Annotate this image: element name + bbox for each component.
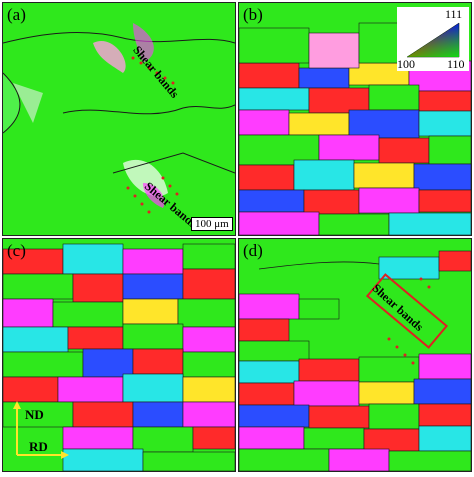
shear-band-box bbox=[365, 273, 449, 349]
ebsd-map-b bbox=[239, 3, 471, 235]
panel-d: (d) Shear bands bbox=[238, 238, 472, 472]
ipf-triangle-icon bbox=[406, 22, 460, 58]
panel-label-a: (a) bbox=[7, 5, 26, 24]
panel-label-c: (c) bbox=[7, 241, 26, 260]
panel-label-d: (d) bbox=[243, 241, 263, 260]
legend-100: 100 bbox=[397, 57, 415, 71]
shear-band-dots-a bbox=[126, 56, 179, 214]
ipf-legend: 111 100 110 bbox=[397, 7, 469, 71]
ebsd-map-d bbox=[239, 239, 471, 471]
ebsd-map-c bbox=[3, 239, 235, 471]
shear-band-dots-d bbox=[387, 277, 431, 365]
panel-c: (c) ND RD bbox=[2, 238, 236, 472]
legend-110: 110 bbox=[447, 57, 465, 71]
axis-label-rd: RD bbox=[29, 439, 48, 454]
panel-a: (a) Shear bands Shear bands 100 μm bbox=[2, 2, 236, 236]
ebsd-map-a bbox=[3, 3, 235, 235]
axis-label-nd: ND bbox=[25, 407, 44, 422]
panel-label-b: (b) bbox=[243, 5, 263, 24]
legend-111: 111 bbox=[445, 7, 463, 21]
axis-arrows bbox=[13, 401, 69, 459]
panel-b: (b) 111 100 110 bbox=[238, 2, 472, 236]
scale-bar: 100 μm bbox=[191, 217, 233, 231]
